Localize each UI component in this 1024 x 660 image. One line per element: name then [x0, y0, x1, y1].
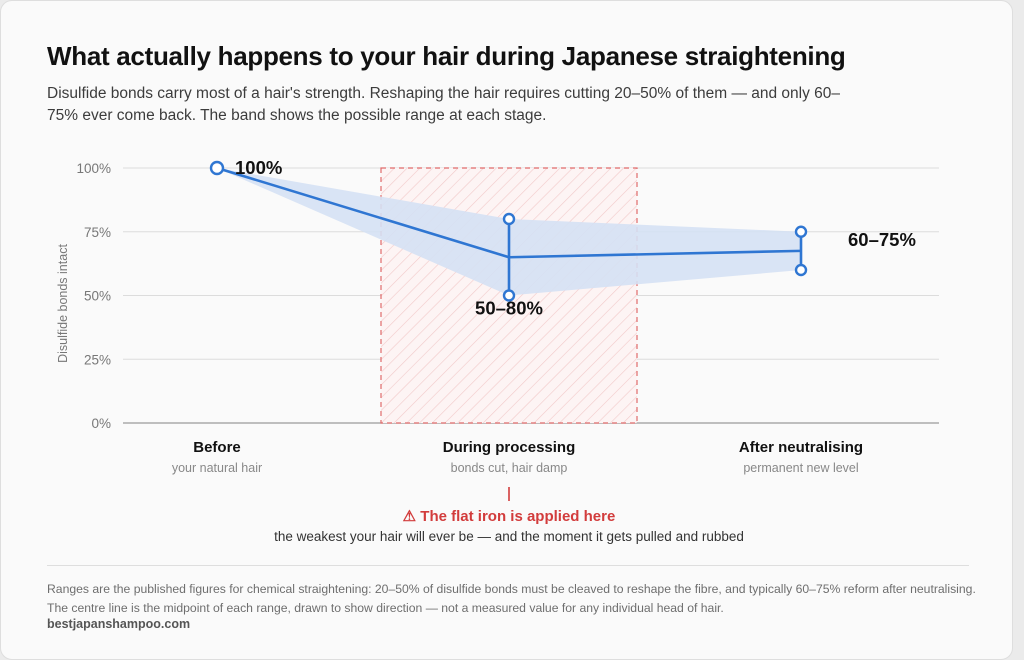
footer-divider	[47, 565, 969, 566]
chart-svg: 0% 25% 50% 75% 100% Disulfide bonds intact 10…	[56, 157, 939, 544]
chart-subtitle: Disulfide bonds carry most of a hair's s…	[47, 85, 841, 124]
annotation-title: ⚠ The flat iron is applied here	[403, 508, 616, 525]
x-category-label: After neutralising	[739, 439, 863, 456]
y-axis-label: Disulfide bonds intact	[56, 244, 70, 363]
chart-title: What actually happens to your hair durin…	[47, 41, 846, 71]
y-tick-label: 25%	[84, 352, 111, 367]
range-high-point	[502, 212, 516, 226]
y-tick-label: 0%	[91, 416, 111, 431]
x-category-sublabel: your natural hair	[172, 461, 262, 475]
y-tick-label: 100%	[76, 161, 111, 176]
x-category-label: Before	[193, 439, 241, 456]
annotation-text: the weakest your hair will ever be — and…	[274, 529, 744, 544]
footnote: Ranges are the published figures for che…	[47, 582, 976, 615]
data-value-label: 100%	[235, 157, 282, 178]
x-category-sublabel: permanent new level	[743, 461, 858, 475]
y-tick-label: 50%	[84, 289, 111, 304]
x-category-sublabel: bonds cut, hair damp	[451, 461, 568, 475]
range-low-point	[794, 263, 808, 277]
source-credit: bestjapanshampoo.com	[47, 617, 191, 631]
data-value-label: 60–75%	[848, 229, 916, 250]
data-value-label: 50–80%	[475, 298, 543, 319]
range-high-point	[794, 225, 808, 238]
data-point	[209, 160, 225, 176]
range-low-point	[502, 289, 516, 302]
x-category-label: During processing	[443, 439, 576, 456]
y-tick-label: 75%	[84, 225, 111, 240]
